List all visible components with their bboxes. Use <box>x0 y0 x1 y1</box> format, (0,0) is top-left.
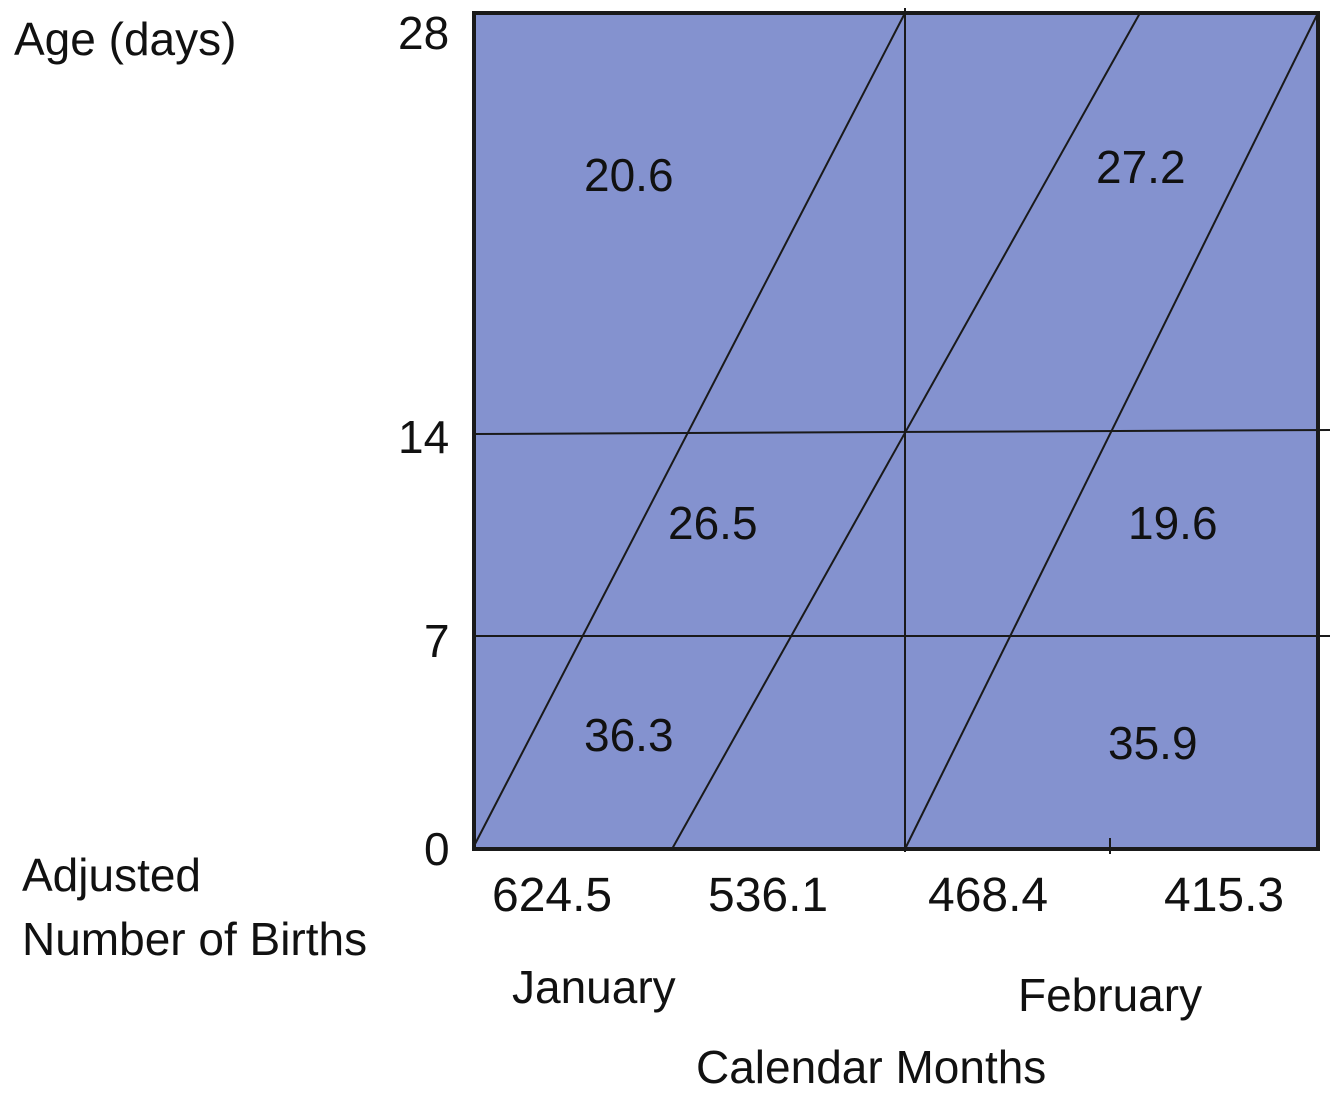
x-axis-title: Calendar Months <box>696 1041 1047 1093</box>
y-tick-0: 0 <box>424 823 450 875</box>
births-label-line1: Adjusted <box>22 849 202 901</box>
cell-jan-upper: 20.6 <box>584 149 674 201</box>
y-tick-14: 14 <box>398 411 450 463</box>
cell-feb-upper: 27.2 <box>1096 141 1186 193</box>
births-value-4: 415.3 <box>1164 869 1285 922</box>
births-value-1: 624.5 <box>492 869 613 922</box>
month-february: February <box>1018 969 1203 1021</box>
births-value-2: 536.1 <box>708 869 829 922</box>
cohort-line-1 <box>473 12 906 847</box>
age-line-14 <box>473 429 1330 435</box>
cell-feb-middle: 19.6 <box>1128 497 1218 549</box>
y-tick-7: 7 <box>424 615 450 667</box>
cohort-line-3 <box>904 12 1319 850</box>
month-january: January <box>512 961 676 1013</box>
cell-jan-middle: 26.5 <box>668 497 758 549</box>
births-label-line2: Number of Births <box>22 913 368 965</box>
cell-jan-lower: 36.3 <box>584 709 674 761</box>
y-tick-28: 28 <box>398 7 450 59</box>
y-axis-title: Age (days) <box>14 13 237 65</box>
cell-feb-lower: 35.9 <box>1108 717 1198 769</box>
births-value-3: 468.4 <box>928 869 1049 922</box>
cohort-line-2 <box>671 12 1141 850</box>
